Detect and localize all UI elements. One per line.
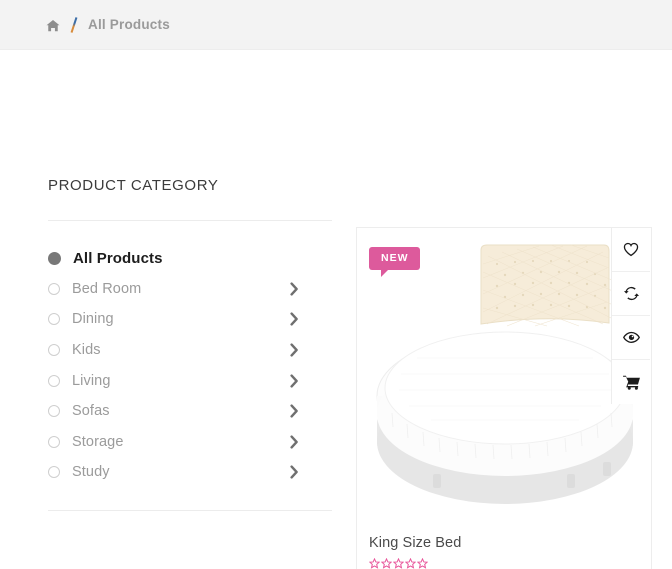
sidebar-item-living[interactable]: Living (48, 365, 332, 396)
compare-icon (623, 286, 639, 301)
radio-icon[interactable] (48, 344, 60, 357)
sidebar-divider-top (48, 220, 332, 221)
page-body: PRODUCT CATEGORY All Products Bed Room D… (0, 50, 672, 569)
status-badge: NEW (369, 247, 420, 276)
sidebar-item-sofas[interactable]: Sofas (48, 396, 332, 427)
add-to-cart-button[interactable] (612, 360, 650, 404)
radio-icon[interactable] (48, 435, 60, 448)
sidebar-item-kids[interactable]: Kids (48, 335, 332, 366)
product-image (357, 228, 651, 521)
star-icon (369, 558, 380, 569)
breadcrumb-current: All Products (88, 17, 170, 32)
cart-icon (622, 375, 640, 390)
chevron-right-icon[interactable] (290, 343, 299, 357)
radio-icon[interactable] (48, 282, 60, 295)
product-card[interactable]: NEW (356, 227, 652, 569)
chevron-right-icon[interactable] (290, 465, 299, 480)
home-icon[interactable] (46, 19, 60, 33)
compare-button[interactable] (612, 272, 650, 316)
star-icon (381, 558, 392, 569)
breadcrumb-separator-icon (69, 17, 79, 33)
product-image-area[interactable]: NEW (357, 228, 651, 521)
sidebar-item-label: Dining (72, 311, 114, 328)
sidebar-item-label: Storage (72, 433, 124, 450)
radio-icon[interactable] (48, 466, 60, 479)
sidebar-item-storage[interactable]: Storage (48, 427, 332, 458)
breadcrumb-bar: All Products (0, 0, 672, 50)
sidebar-divider-bottom (48, 509, 332, 511)
chevron-right-icon[interactable] (290, 404, 299, 418)
chevron-right-icon[interactable] (290, 282, 299, 296)
product-category-sidebar: PRODUCT CATEGORY All Products Bed Room D… (48, 178, 332, 511)
sidebar-item-label: All Products (73, 249, 163, 267)
breadcrumb: All Products (46, 17, 170, 33)
sidebar-item-label: Living (72, 372, 111, 389)
wishlist-button[interactable] (612, 228, 650, 272)
radio-icon[interactable] (48, 405, 60, 418)
radio-icon[interactable] (48, 251, 61, 265)
category-list: All Products Bed Room Dining Kids (48, 243, 332, 488)
chevron-right-icon[interactable] (290, 312, 299, 327)
product-action-rail[interactable] (611, 228, 650, 404)
chevron-right-icon[interactable] (290, 374, 299, 388)
radio-icon[interactable] (48, 313, 60, 326)
star-icon (417, 558, 428, 569)
sidebar-item-label: Study (72, 464, 110, 481)
radio-icon[interactable] (48, 374, 60, 387)
sidebar-item-label: Sofas (72, 403, 110, 420)
product-info: King Size Bed 18,900.00 € (357, 521, 651, 569)
star-icon (393, 558, 404, 569)
heart-icon (623, 242, 639, 257)
quick-view-button[interactable] (612, 316, 650, 360)
sidebar-item-all-products[interactable]: All Products (48, 243, 332, 274)
star-icon (405, 558, 416, 569)
chevron-right-icon[interactable] (290, 435, 299, 449)
page-title: PRODUCT CATEGORY (48, 177, 219, 194)
eye-icon (622, 331, 640, 344)
sidebar-item-label: Kids (72, 342, 101, 359)
rating-stars[interactable] (369, 558, 651, 569)
sidebar-item-bed-room[interactable]: Bed Room (48, 274, 332, 305)
sidebar-item-dining[interactable]: Dining (48, 304, 332, 335)
product-title[interactable]: King Size Bed (369, 535, 462, 551)
sidebar-item-label: Bed Room (72, 280, 142, 297)
sidebar-item-study[interactable]: Study (48, 457, 332, 488)
